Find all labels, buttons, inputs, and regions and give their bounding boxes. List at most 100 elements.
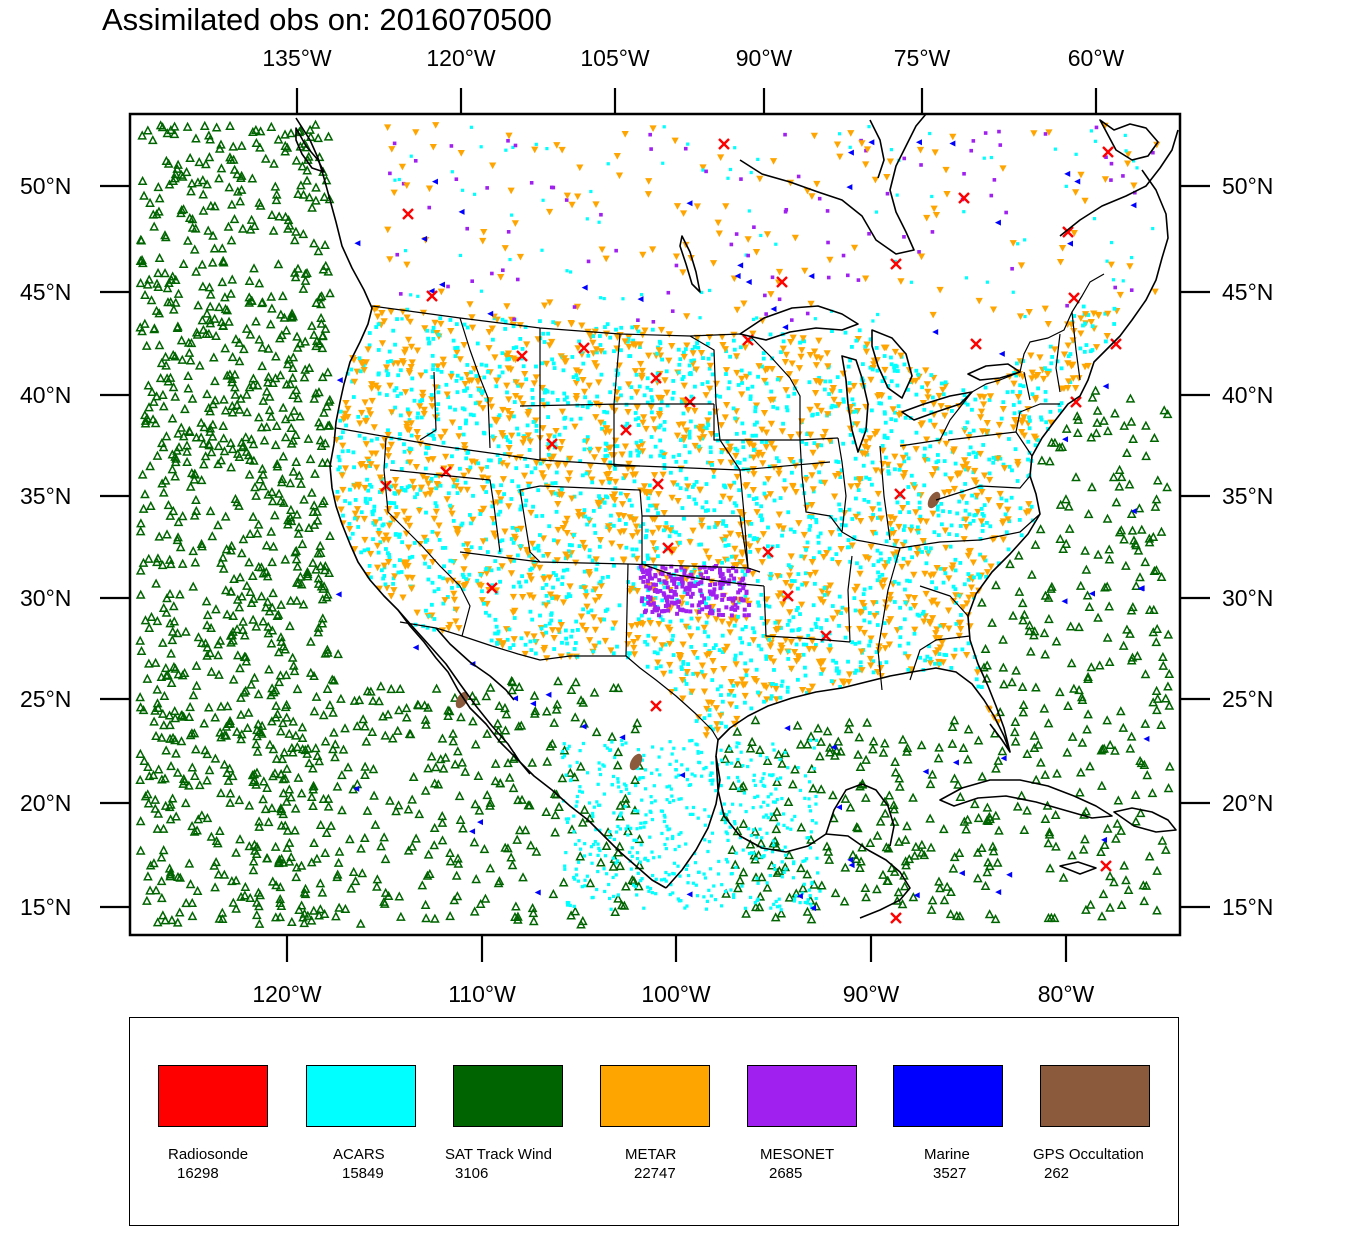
acars-marker (662, 463, 667, 467)
acars-marker (880, 572, 885, 577)
metar-marker (408, 574, 416, 582)
acars-marker (864, 475, 869, 480)
acars-marker (938, 566, 943, 571)
acars-marker (590, 558, 595, 563)
metar-marker (1060, 351, 1069, 359)
acars-marker (570, 628, 575, 633)
acars-marker (889, 355, 893, 360)
sat-wind-marker (306, 915, 317, 925)
acars-marker (544, 630, 549, 635)
acars-marker (720, 560, 724, 565)
acars-marker (1007, 519, 1012, 524)
acars-marker (707, 366, 712, 371)
acars-marker (706, 508, 710, 513)
acars-marker (463, 480, 468, 485)
sat-wind-marker (926, 842, 936, 852)
sat-wind-marker (633, 881, 644, 891)
sat-wind-marker (1132, 650, 1143, 661)
acars-marker (438, 316, 443, 321)
sat-wind-marker (291, 554, 302, 564)
acars-marker (874, 650, 879, 655)
sat-wind-marker (984, 860, 995, 871)
sat-wind-marker (305, 667, 316, 677)
acars-marker (807, 514, 811, 519)
sat-wind-marker (408, 771, 419, 782)
acars-marker (683, 444, 687, 449)
metar-marker (682, 427, 690, 435)
sat-wind-marker (1054, 686, 1065, 697)
acars-marker (900, 439, 905, 444)
sat-wind-marker (933, 753, 944, 763)
acars-marker (459, 376, 464, 381)
sat-wind-marker (242, 407, 252, 417)
acars-marker (615, 644, 619, 649)
sat-wind-marker (144, 622, 155, 632)
acars-marker (681, 411, 686, 416)
acars-marker (633, 411, 638, 415)
acars-marker (841, 441, 846, 446)
sat-wind-marker (190, 744, 201, 754)
acars-marker (893, 418, 898, 423)
acars-marker (692, 345, 697, 349)
sat-wind-marker (135, 748, 146, 758)
sat-wind-marker (167, 635, 178, 645)
sat-wind-marker (1125, 393, 1136, 403)
metar-marker (882, 604, 890, 612)
acars-marker (887, 395, 892, 400)
acars-marker (853, 608, 858, 613)
acars-marker (838, 532, 842, 537)
sat-wind-marker (252, 731, 262, 741)
acars-marker (598, 579, 603, 584)
sat-wind-marker (332, 781, 343, 791)
mesonet-marker (867, 231, 871, 236)
acars-marker (922, 483, 927, 488)
acars-marker (446, 491, 451, 496)
acars-marker (786, 394, 791, 399)
acars-marker (344, 423, 348, 428)
acars-marker (376, 550, 381, 555)
acars-marker (644, 534, 649, 538)
acars-marker (540, 514, 545, 518)
sat-wind-marker (236, 709, 246, 719)
acars-marker (484, 490, 489, 494)
sat-wind-marker (248, 856, 259, 866)
metar-marker (781, 486, 789, 494)
metar-marker (948, 565, 956, 573)
acars-marker (566, 592, 571, 597)
sat-wind-marker (140, 791, 151, 801)
metar-marker (597, 582, 606, 590)
sat-wind-marker (451, 870, 462, 880)
acars-marker (896, 581, 901, 586)
acars-marker (541, 553, 546, 558)
sat-wind-marker (1063, 501, 1074, 511)
sat-wind-marker (288, 660, 299, 670)
sat-wind-marker (998, 634, 1008, 644)
acars-marker (850, 517, 855, 521)
sat-wind-marker (257, 342, 268, 352)
acars-marker (609, 513, 613, 518)
sat-wind-marker (251, 137, 262, 148)
sat-wind-marker (186, 186, 196, 196)
acars-marker (434, 486, 439, 491)
acars-marker (695, 626, 700, 631)
sat-wind-marker (506, 852, 516, 862)
sat-wind-marker (281, 796, 292, 806)
metar-marker (775, 511, 783, 519)
acars-marker (984, 574, 988, 579)
sat-wind-marker (145, 500, 156, 511)
metar-marker (688, 688, 696, 696)
acars-marker (675, 482, 680, 487)
sat-wind-marker (1105, 871, 1115, 881)
sat-wind-marker (1128, 601, 1138, 612)
acars-marker (706, 356, 711, 361)
acars-marker (507, 627, 512, 632)
sat-wind-marker (249, 839, 260, 849)
sat-wind-marker (239, 651, 250, 661)
sat-wind-marker (222, 609, 232, 619)
acars-marker (916, 372, 921, 377)
sat-wind-marker (254, 816, 264, 826)
sat-wind-marker (249, 220, 260, 231)
acars-marker (814, 520, 819, 525)
sat-wind-marker (386, 683, 397, 694)
acars-marker (768, 576, 773, 581)
